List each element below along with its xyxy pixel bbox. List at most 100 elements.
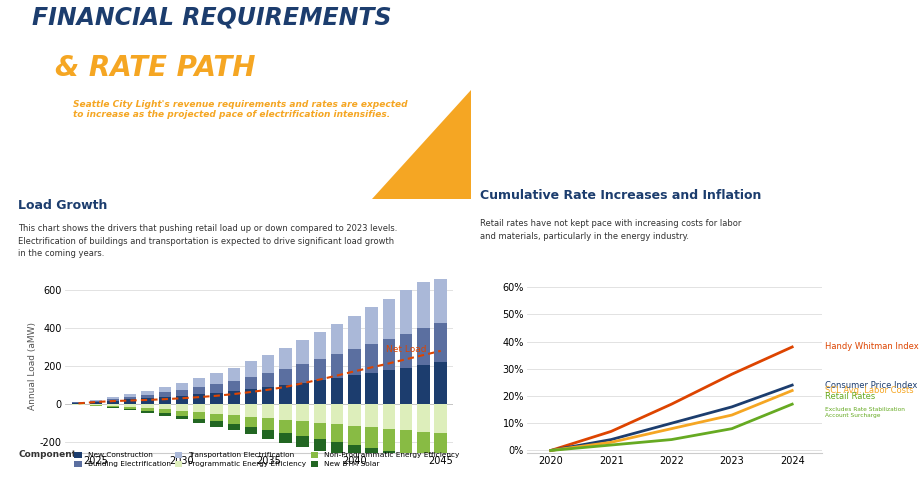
Bar [141,391,153,394]
Text: Handy Whitman Index: Handy Whitman Index [825,343,919,352]
Bar [418,404,430,432]
Bar [141,394,153,398]
Bar [211,421,223,427]
Bar [141,408,153,411]
Bar [331,404,344,424]
Bar [211,384,223,392]
Bar [193,404,205,412]
Bar [314,423,326,439]
Bar [279,348,292,369]
Bar [107,398,119,400]
Bar [383,299,395,339]
Bar [90,402,102,404]
Text: Load Growth: Load Growth [18,199,108,212]
Bar [366,307,378,344]
Bar [297,365,309,382]
Bar [141,411,153,413]
Bar [314,360,326,380]
Y-axis label: Annual Load (aMW): Annual Load (aMW) [28,322,37,410]
Bar [245,377,257,389]
Bar [331,424,344,442]
Bar [400,454,412,473]
Bar [245,389,257,404]
Bar [279,404,292,420]
Bar [383,370,395,404]
Bar [159,413,171,416]
Text: Cumulative Rate Increases and Inflation: Cumulative Rate Increases and Inflation [480,189,762,202]
Bar [434,273,447,323]
Bar [279,420,292,433]
Bar [314,404,326,423]
Bar [193,418,205,423]
Bar [348,316,360,349]
Bar [434,404,447,433]
Bar [124,399,137,404]
Text: Consumer Price Index: Consumer Price Index [825,380,918,389]
Bar [434,362,447,404]
Bar [383,429,395,451]
Bar [348,426,360,445]
Bar [348,349,360,375]
Bar [159,404,171,409]
Bar [193,394,205,404]
Bar [331,378,344,404]
Bar [72,403,85,404]
Bar [331,324,344,355]
Bar [159,397,171,404]
Bar [348,404,360,426]
Bar [176,416,188,419]
Bar [72,404,85,405]
Bar [176,395,188,404]
Bar [227,424,240,430]
Bar [211,373,223,384]
Bar [297,404,309,421]
Bar [418,282,430,328]
Bar [193,387,205,394]
Bar [159,392,171,397]
Bar [383,404,395,429]
Bar [262,373,274,387]
Text: Component:: Component: [18,450,80,460]
Text: Factors Impacting Rates: Factors Impacting Rates [570,24,731,37]
Bar [107,406,119,407]
Bar [418,365,430,404]
Bar [227,368,240,380]
Bar [331,355,344,378]
Polygon shape [371,90,471,199]
Bar [314,380,326,404]
Bar [348,375,360,404]
Bar [124,397,137,399]
Bar [107,400,119,404]
Bar [400,290,412,334]
Bar [159,409,171,413]
Bar [262,355,274,373]
Text: & RATE PATH: & RATE PATH [55,54,255,82]
Bar [297,382,309,404]
Text: SCL Avg. Labor Costs: SCL Avg. Labor Costs [825,386,914,395]
Bar [262,387,274,404]
Bar [245,362,257,377]
Bar [124,407,137,409]
Text: This chart shows the drivers that pushing retail load up or down compared to 202: This chart shows the drivers that pushin… [18,224,398,258]
Text: Net Load: Net Load [386,345,427,354]
Bar [227,380,240,391]
Bar [245,417,257,427]
Bar [90,404,102,405]
Bar [141,404,153,408]
Bar [72,402,85,403]
Bar [400,368,412,404]
Text: Retail Rates: Retail Rates [825,392,876,401]
Polygon shape [453,0,556,199]
Bar [418,328,430,365]
Bar [159,387,171,392]
Bar [400,334,412,368]
Bar [193,412,205,418]
Bar [245,404,257,417]
Bar [400,404,412,430]
Bar [348,445,360,460]
Bar [314,439,326,451]
Bar [366,344,378,373]
Bar [297,436,309,447]
Bar [366,448,378,464]
Bar [227,404,240,415]
